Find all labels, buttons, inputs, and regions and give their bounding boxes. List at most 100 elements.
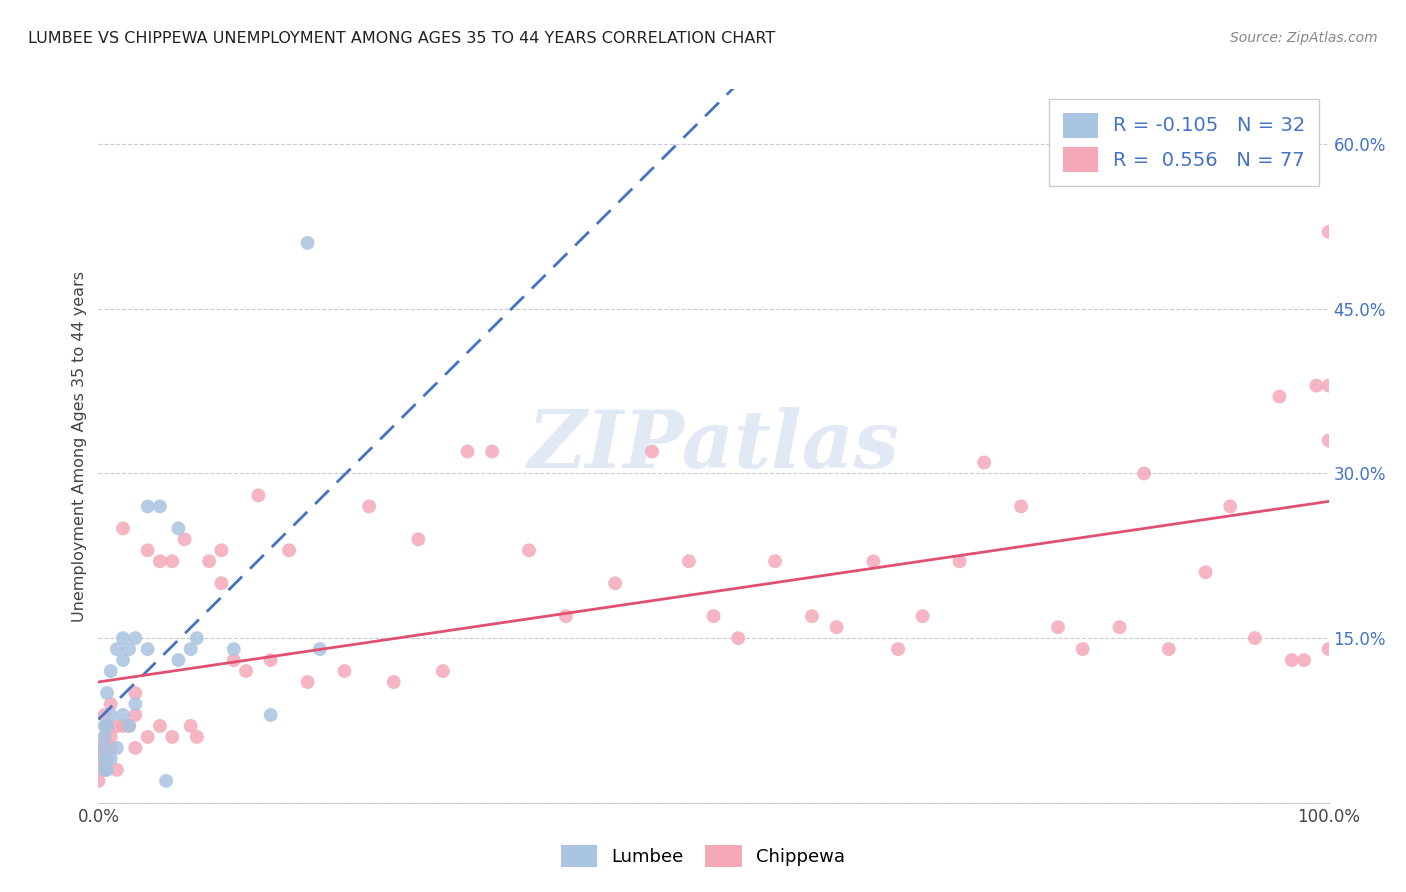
Point	[96, 719, 118, 733]
Point	[96, 686, 118, 700]
Point	[333, 664, 356, 678]
Point	[481, 444, 503, 458]
Point	[727, 631, 749, 645]
Point	[105, 642, 128, 657]
Point	[222, 642, 245, 657]
Point	[1108, 620, 1130, 634]
Point	[105, 740, 128, 755]
Point	[1281, 653, 1303, 667]
Point	[1305, 378, 1327, 392]
Point	[180, 642, 202, 657]
Point	[100, 697, 122, 711]
Point	[408, 533, 430, 547]
Point	[93, 708, 115, 723]
Point	[96, 719, 118, 733]
Point	[105, 719, 128, 733]
Text: Source: ZipAtlas.com: Source: ZipAtlas.com	[1230, 31, 1378, 45]
Point	[359, 500, 381, 514]
Point	[100, 752, 122, 766]
Point	[124, 708, 146, 723]
Point	[93, 730, 115, 744]
Point	[1071, 642, 1094, 657]
Point	[1046, 620, 1070, 634]
Point	[973, 455, 995, 469]
Point	[136, 730, 159, 744]
Point	[100, 664, 122, 678]
Point	[235, 664, 257, 678]
Point	[93, 719, 115, 733]
Point	[1195, 566, 1218, 580]
Point	[162, 730, 183, 744]
Point	[1219, 500, 1241, 514]
Point	[149, 500, 172, 514]
Point	[124, 697, 146, 711]
Point	[825, 620, 848, 634]
Point	[887, 642, 910, 657]
Point	[260, 653, 283, 667]
Point	[211, 576, 233, 591]
Point	[136, 642, 159, 657]
Point	[124, 740, 146, 755]
Point	[297, 675, 319, 690]
Point	[136, 500, 159, 514]
Point	[124, 686, 146, 700]
Point	[93, 730, 115, 744]
Point	[118, 642, 141, 657]
Point	[118, 719, 141, 733]
Point	[124, 631, 146, 645]
Point	[555, 609, 578, 624]
Point	[678, 554, 700, 568]
Point	[1133, 467, 1156, 481]
Point	[87, 740, 110, 755]
Point	[309, 642, 332, 657]
Point	[112, 653, 135, 667]
Point	[149, 719, 172, 733]
Point	[1244, 631, 1267, 645]
Point	[100, 708, 122, 723]
Point	[1317, 225, 1340, 239]
Legend: R = -0.105   N = 32, R =  0.556   N = 77: R = -0.105 N = 32, R = 0.556 N = 77	[1049, 99, 1319, 186]
Point	[1294, 653, 1316, 667]
Point	[278, 543, 301, 558]
Point	[112, 719, 135, 733]
Point	[641, 444, 664, 458]
Point	[1157, 642, 1180, 657]
Point	[87, 752, 110, 766]
Point	[763, 554, 786, 568]
Point	[87, 773, 110, 788]
Point	[1268, 390, 1291, 404]
Point	[211, 543, 233, 558]
Point	[911, 609, 934, 624]
Point	[112, 631, 135, 645]
Point	[949, 554, 972, 568]
Point	[180, 719, 202, 733]
Point	[222, 653, 245, 667]
Point	[112, 708, 135, 723]
Point	[96, 752, 118, 766]
Point	[862, 554, 884, 568]
Point	[1010, 500, 1032, 514]
Point	[186, 631, 208, 645]
Point	[93, 740, 115, 755]
Point	[1317, 434, 1340, 448]
Point	[605, 576, 627, 591]
Point	[112, 521, 135, 535]
Legend: Lumbee, Chippewa: Lumbee, Chippewa	[554, 838, 852, 874]
Y-axis label: Unemployment Among Ages 35 to 44 years: Unemployment Among Ages 35 to 44 years	[72, 270, 87, 622]
Point	[100, 740, 122, 755]
Point	[162, 554, 183, 568]
Point	[260, 708, 283, 723]
Point	[118, 719, 141, 733]
Point	[167, 653, 190, 667]
Point	[186, 730, 208, 744]
Point	[93, 763, 115, 777]
Point	[297, 235, 319, 250]
Point	[456, 444, 478, 458]
Point	[517, 543, 540, 558]
Point	[167, 521, 190, 535]
Point	[93, 763, 115, 777]
Point	[173, 533, 195, 547]
Text: LUMBEE VS CHIPPEWA UNEMPLOYMENT AMONG AGES 35 TO 44 YEARS CORRELATION CHART: LUMBEE VS CHIPPEWA UNEMPLOYMENT AMONG AG…	[28, 31, 775, 46]
Point	[1317, 378, 1340, 392]
Point	[198, 554, 221, 568]
